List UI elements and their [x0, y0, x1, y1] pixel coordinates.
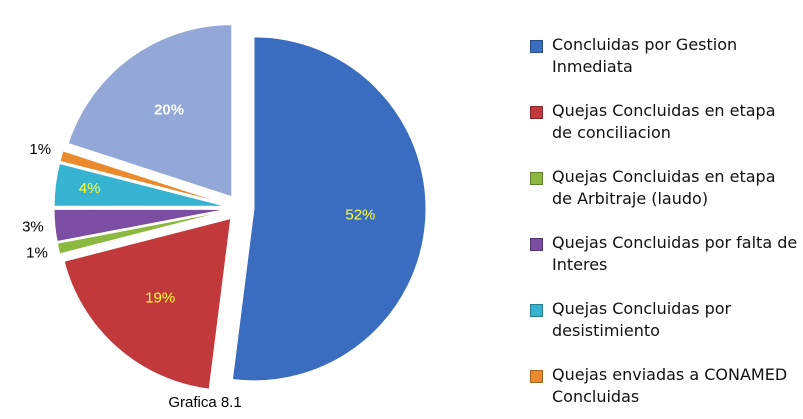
pie-slice: [63, 217, 232, 390]
data-label: 1%: [26, 244, 48, 261]
pie-slice: [59, 150, 227, 205]
legend-swatch: [530, 106, 543, 119]
pie-slice: [231, 36, 427, 382]
legend-swatch: [530, 370, 543, 383]
data-label: 20%: [154, 101, 184, 118]
legend-item: Quejas enviadas a CONAMED Concluidas: [530, 364, 800, 419]
data-label: 3%: [22, 219, 44, 236]
data-label: 19%: [145, 289, 175, 306]
legend-label: Quejas Concluidas por desistimiento: [552, 299, 732, 340]
data-label: 1%: [29, 141, 51, 158]
legend-item: Quejas Concluidas en etapa de Arbitraje …: [530, 166, 800, 232]
legend-label: Quejas Concluidas en etapa de conciliaci…: [552, 101, 776, 142]
legend-item: Concluidas por Gestion Inmediata: [530, 34, 800, 100]
pie-slice: [67, 24, 233, 198]
legend-swatch: [530, 40, 543, 53]
data-label: 4%: [79, 180, 101, 197]
chart: Grafica 8.1 52% 19% 1% 3% 4% 1% 20%: [22, 24, 427, 411]
data-label: 52%: [345, 207, 375, 224]
legend-item: Quejas Concluidas por desistimiento: [530, 298, 800, 364]
pie-slice: [53, 208, 227, 243]
pie-slice: [56, 210, 227, 255]
legend-swatch: [530, 238, 543, 251]
legend-swatch: [530, 172, 543, 185]
legend: Concluidas por Gestion Inmediata Quejas C…: [530, 34, 800, 419]
legend-label: Quejas enviadas a CONAMED Concluidas: [552, 365, 788, 406]
legend-label: Concluidas por Gestion Inmediata: [552, 35, 738, 76]
pie-slice: [53, 162, 227, 207]
legend-label: Quejas Concluidas en etapa de Arbitraje …: [552, 167, 776, 208]
legend-label: Quejas Concluidas por falta de Interes: [552, 233, 798, 274]
legend-item: Quejas Concluidas por falta de Interes: [530, 232, 800, 298]
legend-swatch: [530, 304, 543, 317]
legend-item: Quejas Concluidas en etapa de conciliaci…: [530, 100, 800, 166]
caption: Grafica 8.1: [168, 394, 241, 411]
